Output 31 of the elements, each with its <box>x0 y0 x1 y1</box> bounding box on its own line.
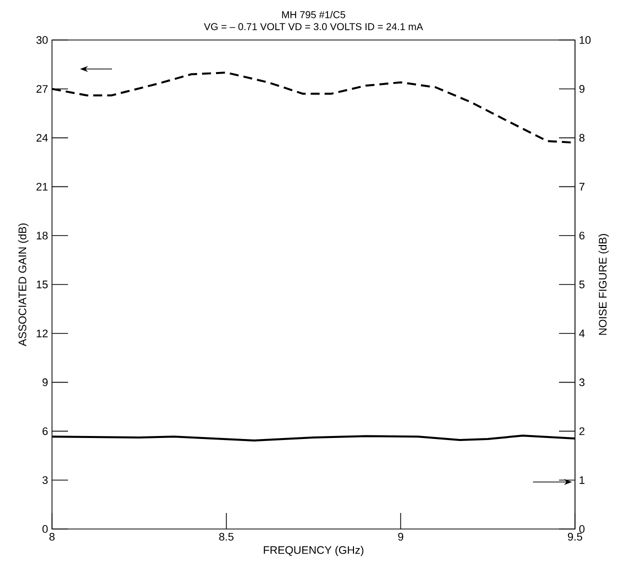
y2-tick-label: 7 <box>579 182 584 190</box>
y-tick-label: 21 <box>36 182 48 191</box>
x-tick-label: 9.5 <box>568 532 582 541</box>
x-tick-label: 9 <box>398 532 404 541</box>
y2-tick-label: 0 <box>579 525 585 533</box>
y-tick-label: 6 <box>42 427 48 436</box>
x-tick-label: 8.5 <box>219 532 234 541</box>
y-axis-title: ASSOCIATED GAIN (dB) <box>18 223 28 346</box>
x-tick-label: 8 <box>49 532 55 541</box>
y2-tick-label: 3 <box>579 378 584 386</box>
y-tick-label: 9 <box>42 378 48 386</box>
y2-axis-title: NOISE FIGURE (dB) <box>598 234 609 335</box>
y-tick-label: 3 <box>42 476 48 484</box>
y2-tick-label: 10 <box>580 36 591 44</box>
chart-title: MH 795 #1/C5 <box>282 10 346 18</box>
y2-tick-label: 2 <box>579 427 584 436</box>
y2-tick-label: 4 <box>579 330 585 338</box>
y-tick-label: 12 <box>36 330 48 338</box>
y-tick-label: 24 <box>36 134 48 142</box>
y-tick-label: 0 <box>42 525 48 533</box>
chart-subtitle: VG = – 0.71 VOLT VD = 3.0 VOLTS ID = 24.1 mA <box>204 23 424 30</box>
y-tick-label: 27 <box>36 85 48 93</box>
y2-tick-label: 6 <box>579 232 584 240</box>
x-axis-title: FREQUENCY (GHz) <box>264 546 364 556</box>
y2-tick-label: 9 <box>579 85 584 93</box>
y2-tick-label: 5 <box>579 280 584 288</box>
y-tick-label: 18 <box>36 232 48 240</box>
y2-tick-label: 8 <box>579 134 584 142</box>
y-tick-label: 30 <box>36 36 48 44</box>
y-tick-label: 15 <box>36 280 48 288</box>
y2-tick-label: 1 <box>580 476 584 484</box>
